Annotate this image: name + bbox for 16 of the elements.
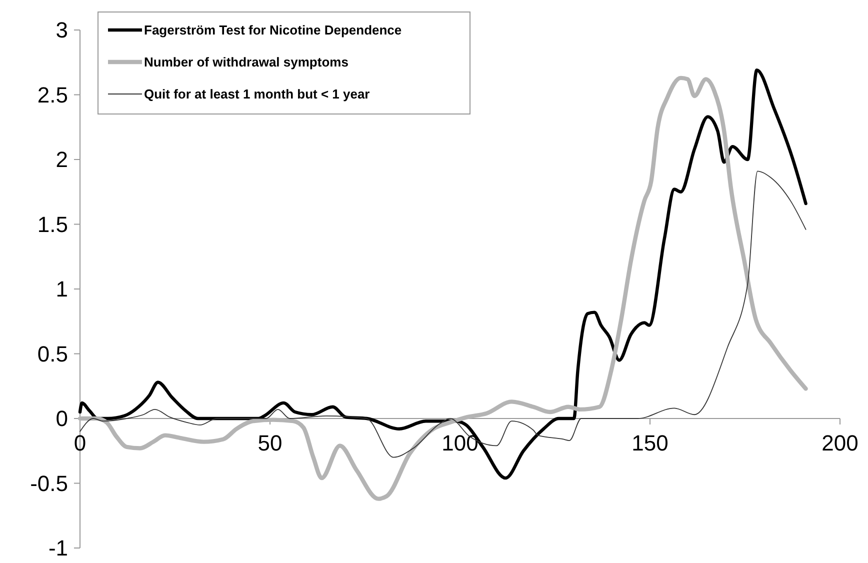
x-tick-label: 50: [258, 430, 282, 456]
y-tick-label: -1: [48, 536, 68, 561]
y-tick-label: 1: [56, 276, 68, 302]
y-tick-label: 0.5: [37, 341, 68, 366]
legend-label: Number of withdrawal symptoms: [144, 54, 348, 70]
y-tick-label: 0: [56, 406, 68, 432]
y-tick-label: 1.5: [37, 212, 68, 237]
y-tick-label: 2: [56, 147, 68, 172]
legend-label: Fagerström Test for Nicotine Dependence: [144, 22, 402, 38]
y-tick-label: 3: [56, 18, 68, 43]
legend-label: Quit for at least 1 month but < 1 year: [144, 86, 370, 102]
x-tick-label: 150: [632, 430, 668, 456]
y-tick-label: 2.5: [37, 82, 68, 108]
x-tick-label: 0: [74, 430, 86, 456]
y-tick-label: -0.5: [30, 470, 68, 496]
x-tick-label: 200: [822, 430, 858, 456]
